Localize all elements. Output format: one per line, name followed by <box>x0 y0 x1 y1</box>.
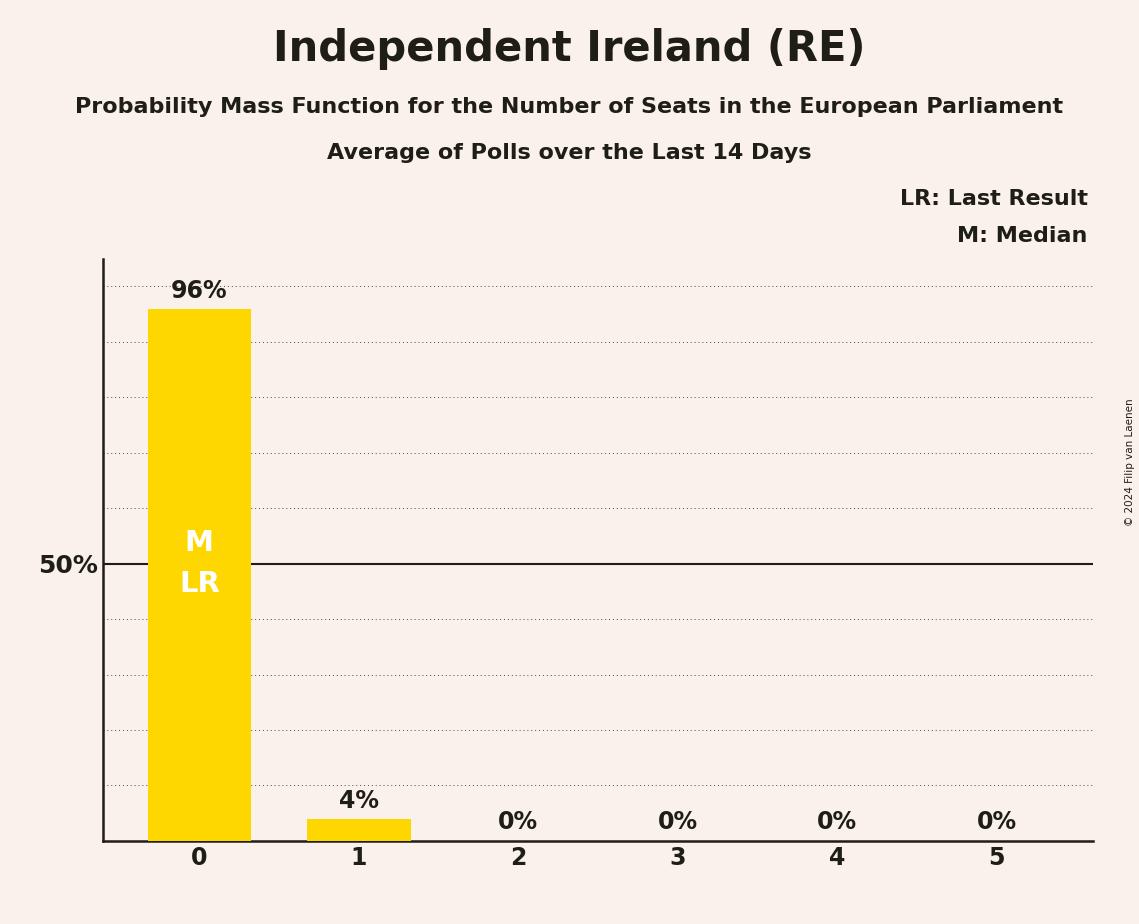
Text: 0%: 0% <box>657 810 698 834</box>
Text: 0%: 0% <box>817 810 858 834</box>
Bar <box>148 309 252 841</box>
Text: M: Median: M: Median <box>958 226 1088 247</box>
Text: 4%: 4% <box>338 789 379 813</box>
Text: Independent Ireland (RE): Independent Ireland (RE) <box>273 28 866 69</box>
Text: LR: Last Result: LR: Last Result <box>900 189 1088 210</box>
Text: 96%: 96% <box>171 279 228 303</box>
Text: Probability Mass Function for the Number of Seats in the European Parliament: Probability Mass Function for the Number… <box>75 97 1064 117</box>
Text: 0%: 0% <box>498 810 539 834</box>
Text: 0%: 0% <box>976 810 1017 834</box>
Bar <box>308 819 411 841</box>
Text: Average of Polls over the Last 14 Days: Average of Polls over the Last 14 Days <box>327 143 812 164</box>
Text: M
LR: M LR <box>179 529 220 598</box>
Text: © 2024 Filip van Laenen: © 2024 Filip van Laenen <box>1125 398 1134 526</box>
